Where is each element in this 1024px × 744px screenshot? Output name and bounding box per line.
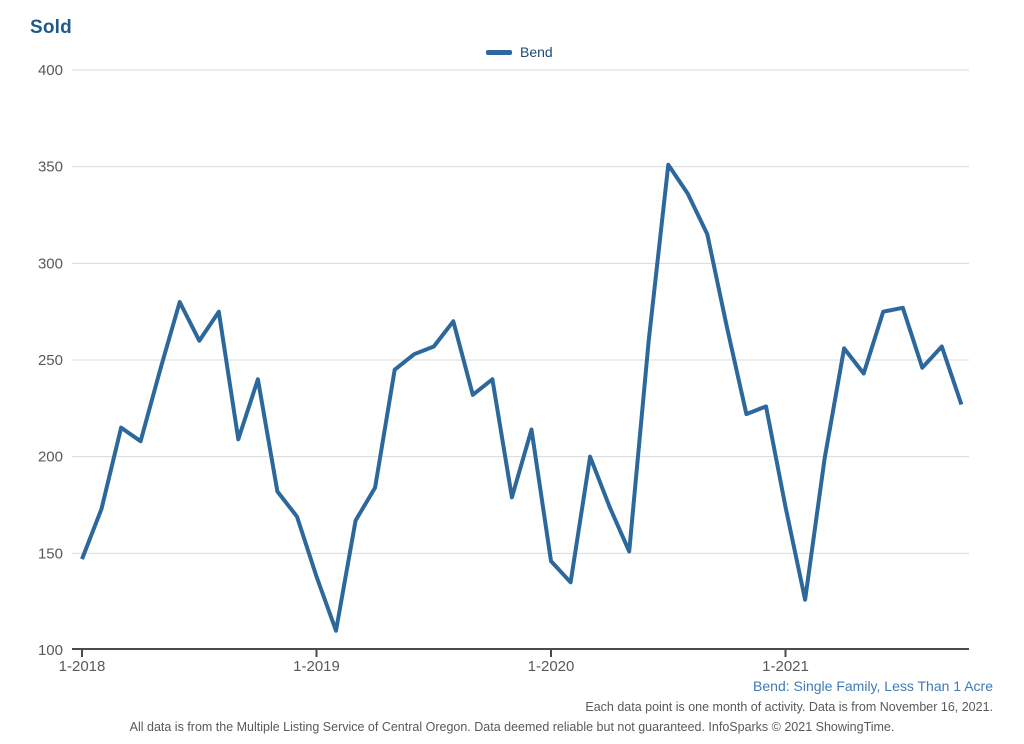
y-tick-label-300: 300 [38,255,63,272]
footnote-series-description: Bend: Single Family, Less Than 1 Acre [753,678,993,694]
legend-series-label: Bend [520,44,553,60]
legend-line-swatch [486,49,512,55]
x-tick-label-1-2020: 1-2020 [528,658,575,675]
legend: Bend [486,44,553,60]
y-tick-label-100: 100 [38,642,63,659]
x-tick-label-1-2021: 1-2021 [762,658,809,675]
y-tick-label-400: 400 [38,62,63,79]
x-tick-label-1-2019: 1-2019 [293,658,340,675]
y-axis-labels: 400 350 300 250 200 150 100 [38,62,63,659]
y-tick-label-150: 150 [38,545,63,562]
series-line-bend [80,162,964,633]
x-axis-labels: 1-2018 1-2019 1-2020 1-2021 [59,658,809,675]
y-tick-label-350: 350 [38,159,63,176]
y-tick-label-200: 200 [38,449,63,466]
footnote-data-info: Each data point is one month of activity… [585,700,993,714]
footnote-disclaimer: All data is from the Multiple Listing Se… [129,720,895,734]
y-tick-label-250: 250 [38,352,63,369]
page-title: Sold [30,17,72,38]
series-lines [80,162,964,633]
gridlines [72,69,969,554]
x-axis [72,648,969,657]
x-tick-label-1-2018: 1-2018 [59,658,106,675]
